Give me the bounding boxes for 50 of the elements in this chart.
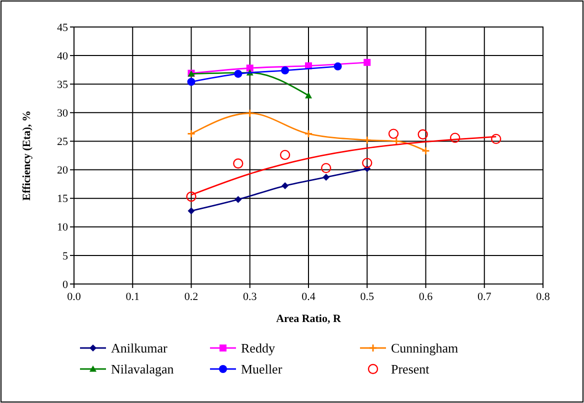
point	[388, 128, 399, 139]
point	[491, 134, 502, 144]
legend-label: Mueller	[241, 362, 283, 377]
point	[334, 62, 342, 70]
point	[234, 196, 242, 203]
point	[304, 130, 313, 138]
x-tick-label: 0.8	[536, 291, 550, 303]
point	[281, 66, 290, 74]
point	[233, 158, 244, 169]
legend-label: Present	[391, 362, 430, 377]
point	[320, 162, 332, 174]
y-axis-title: Efficiency (Eta), %	[21, 110, 33, 201]
y-tick-label: 35	[57, 78, 68, 91]
point	[364, 58, 371, 66]
legend-label: Reddy	[241, 340, 276, 356]
x-tick-label: 0.6	[418, 291, 434, 303]
point	[188, 207, 195, 214]
point	[282, 182, 289, 190]
x-tick-label: 0.5	[360, 291, 374, 303]
y-tick-label: 20	[57, 164, 68, 177]
point	[280, 150, 290, 160]
y-tick-label: 45	[57, 22, 68, 34]
x-tick-label: 0.2	[184, 291, 198, 303]
legend-label: Nilavalagan	[111, 362, 174, 377]
y-tick-label: 15	[57, 193, 68, 206]
y-tick-label: 25	[57, 136, 68, 148]
point	[187, 78, 196, 86]
x-tick-label: 0.0	[67, 291, 82, 303]
point	[362, 158, 372, 168]
point	[450, 132, 460, 143]
y-tick-label: 0	[62, 278, 68, 291]
y-tick-label: 30	[57, 108, 68, 120]
x-tick-label: 0.1	[126, 291, 140, 303]
point	[186, 192, 196, 202]
y-tick-label: 5	[62, 250, 68, 262]
x-axis-title: Area Ratio, R	[276, 313, 342, 325]
legend-label: Anilkumar	[111, 340, 168, 356]
point	[246, 108, 254, 118]
point	[322, 174, 330, 181]
point	[246, 64, 254, 72]
point	[362, 136, 372, 144]
x-tick-label: 0.4	[302, 291, 316, 303]
y-tick-label: 40	[57, 50, 68, 62]
legend-label: Cunningham	[391, 340, 458, 356]
y-tick-label: 10	[57, 222, 68, 234]
point	[305, 92, 312, 98]
point	[418, 129, 428, 140]
x-tick-label: 0.7	[478, 291, 492, 303]
x-tick-label: 0.3	[243, 291, 258, 303]
point	[234, 70, 242, 78]
